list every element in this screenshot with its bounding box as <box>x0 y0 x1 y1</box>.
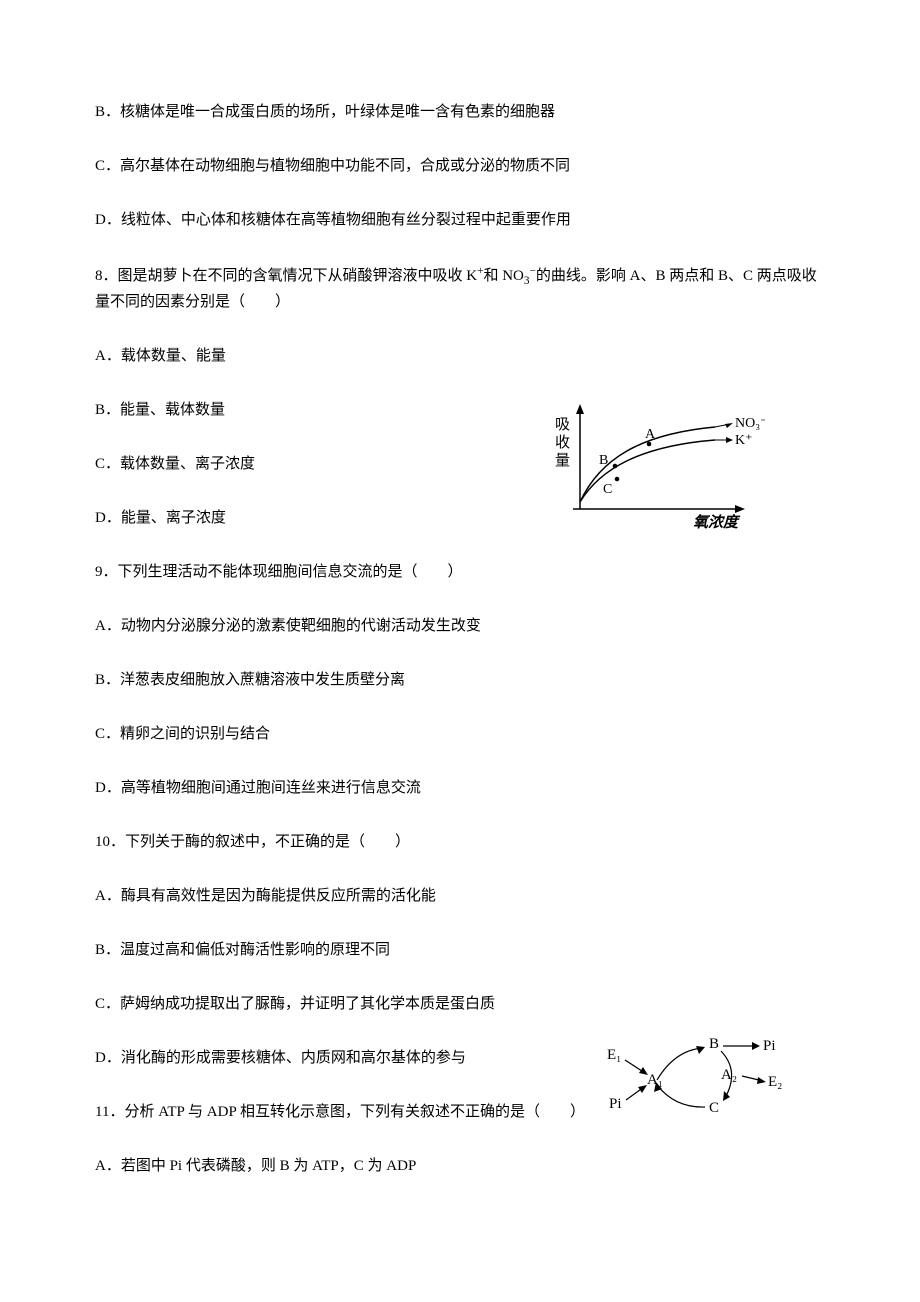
arrow-b-c <box>723 1091 730 1101</box>
c-label: C <box>709 1100 719 1116</box>
point-b-label: B <box>599 453 608 468</box>
point-b-dot <box>613 464 618 469</box>
e2-label: E₂ <box>768 1074 782 1090</box>
q10-option-b: B．温度过高和偏低对酶活性影响的原理不同 <box>95 938 825 962</box>
q7-option-c: C．高尔基体在动物细胞与植物细胞中功能不同，合成或分泌的物质不同 <box>95 154 825 178</box>
q10-stem: 10．下列关于酶的叙述中，不正确的是（ ） <box>95 830 825 854</box>
point-c-dot <box>615 477 620 482</box>
q11-cycle-svg: E₁ E₂ A₁ A₂ B C Pi Pi <box>595 1028 795 1123</box>
arrow-a2-e2 <box>757 1077 766 1084</box>
ylabel-1: 吸 <box>555 417 570 433</box>
q10-option-a: A．酶具有高效性是因为酶能提供反应所需的活化能 <box>95 884 825 908</box>
q7-option-b: B．核糖体是唯一合成蛋白质的场所，叶绿体是唯一含有色素的细胞器 <box>95 100 825 124</box>
q8-chart-svg: A B C 吸 收 量 氧浓度 NO₃⁻ K⁺ <box>545 394 765 544</box>
x-axis-arrow <box>735 505 745 513</box>
q8-option-b: B．能量、载体数量 <box>95 398 475 422</box>
xlabel: 氧浓度 <box>693 513 741 531</box>
ylabel-3: 量 <box>555 453 570 469</box>
q8-chart-diagram: A B C 吸 收 量 氧浓度 NO₃⁻ K⁺ <box>545 394 765 544</box>
arc-a1-b <box>657 1048 703 1080</box>
q8-stem-pre: 8．图是胡萝卜在不同的含氧情况下从硝酸钾溶液中吸收 K <box>95 268 477 284</box>
exam-page: B．核糖体是唯一合成蛋白质的场所，叶绿体是唯一含有色素的细胞器 C．高尔基体在动… <box>0 0 920 1268</box>
point-a-dot <box>647 442 652 447</box>
y-axis-arrow <box>576 404 584 414</box>
q8-option-c: C．载体数量、离子浓度 <box>95 452 475 476</box>
q8-stem: 8．图是胡萝卜在不同的含氧情况下从硝酸钾溶液中吸收 K+和 NO3−的曲线。影响… <box>95 262 825 314</box>
point-a-label: A <box>645 427 656 442</box>
arrow-a1-b <box>696 1046 705 1054</box>
k-label: K⁺ <box>735 433 753 448</box>
q8-options-block: A．载体数量、能量 B．能量、载体数量 C．载体数量、离子浓度 D．能量、离子浓… <box>95 344 825 530</box>
q9-option-a: A．动物内分泌腺分泌的激素使靶细胞的代谢活动发生改变 <box>95 614 825 638</box>
pi-bottom-label: Pi <box>609 1096 622 1112</box>
ylabel-2: 收 <box>555 434 570 451</box>
q7-option-d: D．线粒体、中心体和核糖体在高等植物细胞有丝分裂过程中起重要作用 <box>95 208 825 232</box>
q9-option-c: C．精卵之间的识别与结合 <box>95 722 825 746</box>
no3-label: NO₃⁻ <box>735 416 765 431</box>
point-c-label: C <box>603 482 612 497</box>
a2-label: A₂ <box>721 1067 737 1083</box>
b-label: B <box>709 1036 719 1052</box>
q9-option-b: B．洋葱表皮细胞放入蔗糖溶液中发生质壁分离 <box>95 668 825 692</box>
k-arrowhead <box>726 437 733 443</box>
arrow-b-pi <box>752 1042 760 1050</box>
q9-option-d: D．高等植物细胞间通过胞间连丝来进行信息交流 <box>95 776 825 800</box>
no3-arrowhead <box>725 423 733 428</box>
q11-block: D．消化酶的形成需要核糖体、内质网和高尔基体的参与 11．分析 ATP 与 AD… <box>95 1046 825 1124</box>
arc-c-a1 <box>657 1085 705 1107</box>
q8-option-a: A．载体数量、能量 <box>95 344 475 368</box>
q11-cycle-diagram: E₁ E₂ A₁ A₂ B C Pi Pi <box>595 1028 795 1123</box>
q10-option-c: C．萨姆纳成功提取出了脲酶，并证明了其化学本质是蛋白质 <box>95 992 825 1016</box>
arrow-pi-a1 <box>638 1085 647 1093</box>
q8-text-col: A．载体数量、能量 B．能量、载体数量 C．载体数量、离子浓度 D．能量、离子浓… <box>95 344 475 530</box>
q8-stem-mid: 和 NO <box>483 268 523 284</box>
pi-top-label: Pi <box>763 1038 776 1054</box>
q8-option-d: D．能量、离子浓度 <box>95 506 475 530</box>
q11-option-a: A．若图中 Pi 代表磷酸，则 B 为 ATP，C 为 ADP <box>95 1154 825 1178</box>
e1-label: E₁ <box>607 1047 621 1063</box>
a1-label: A₁ <box>647 1072 663 1088</box>
q9-stem: 9．下列生理活动不能体现细胞间信息交流的是（ ） <box>95 560 825 584</box>
